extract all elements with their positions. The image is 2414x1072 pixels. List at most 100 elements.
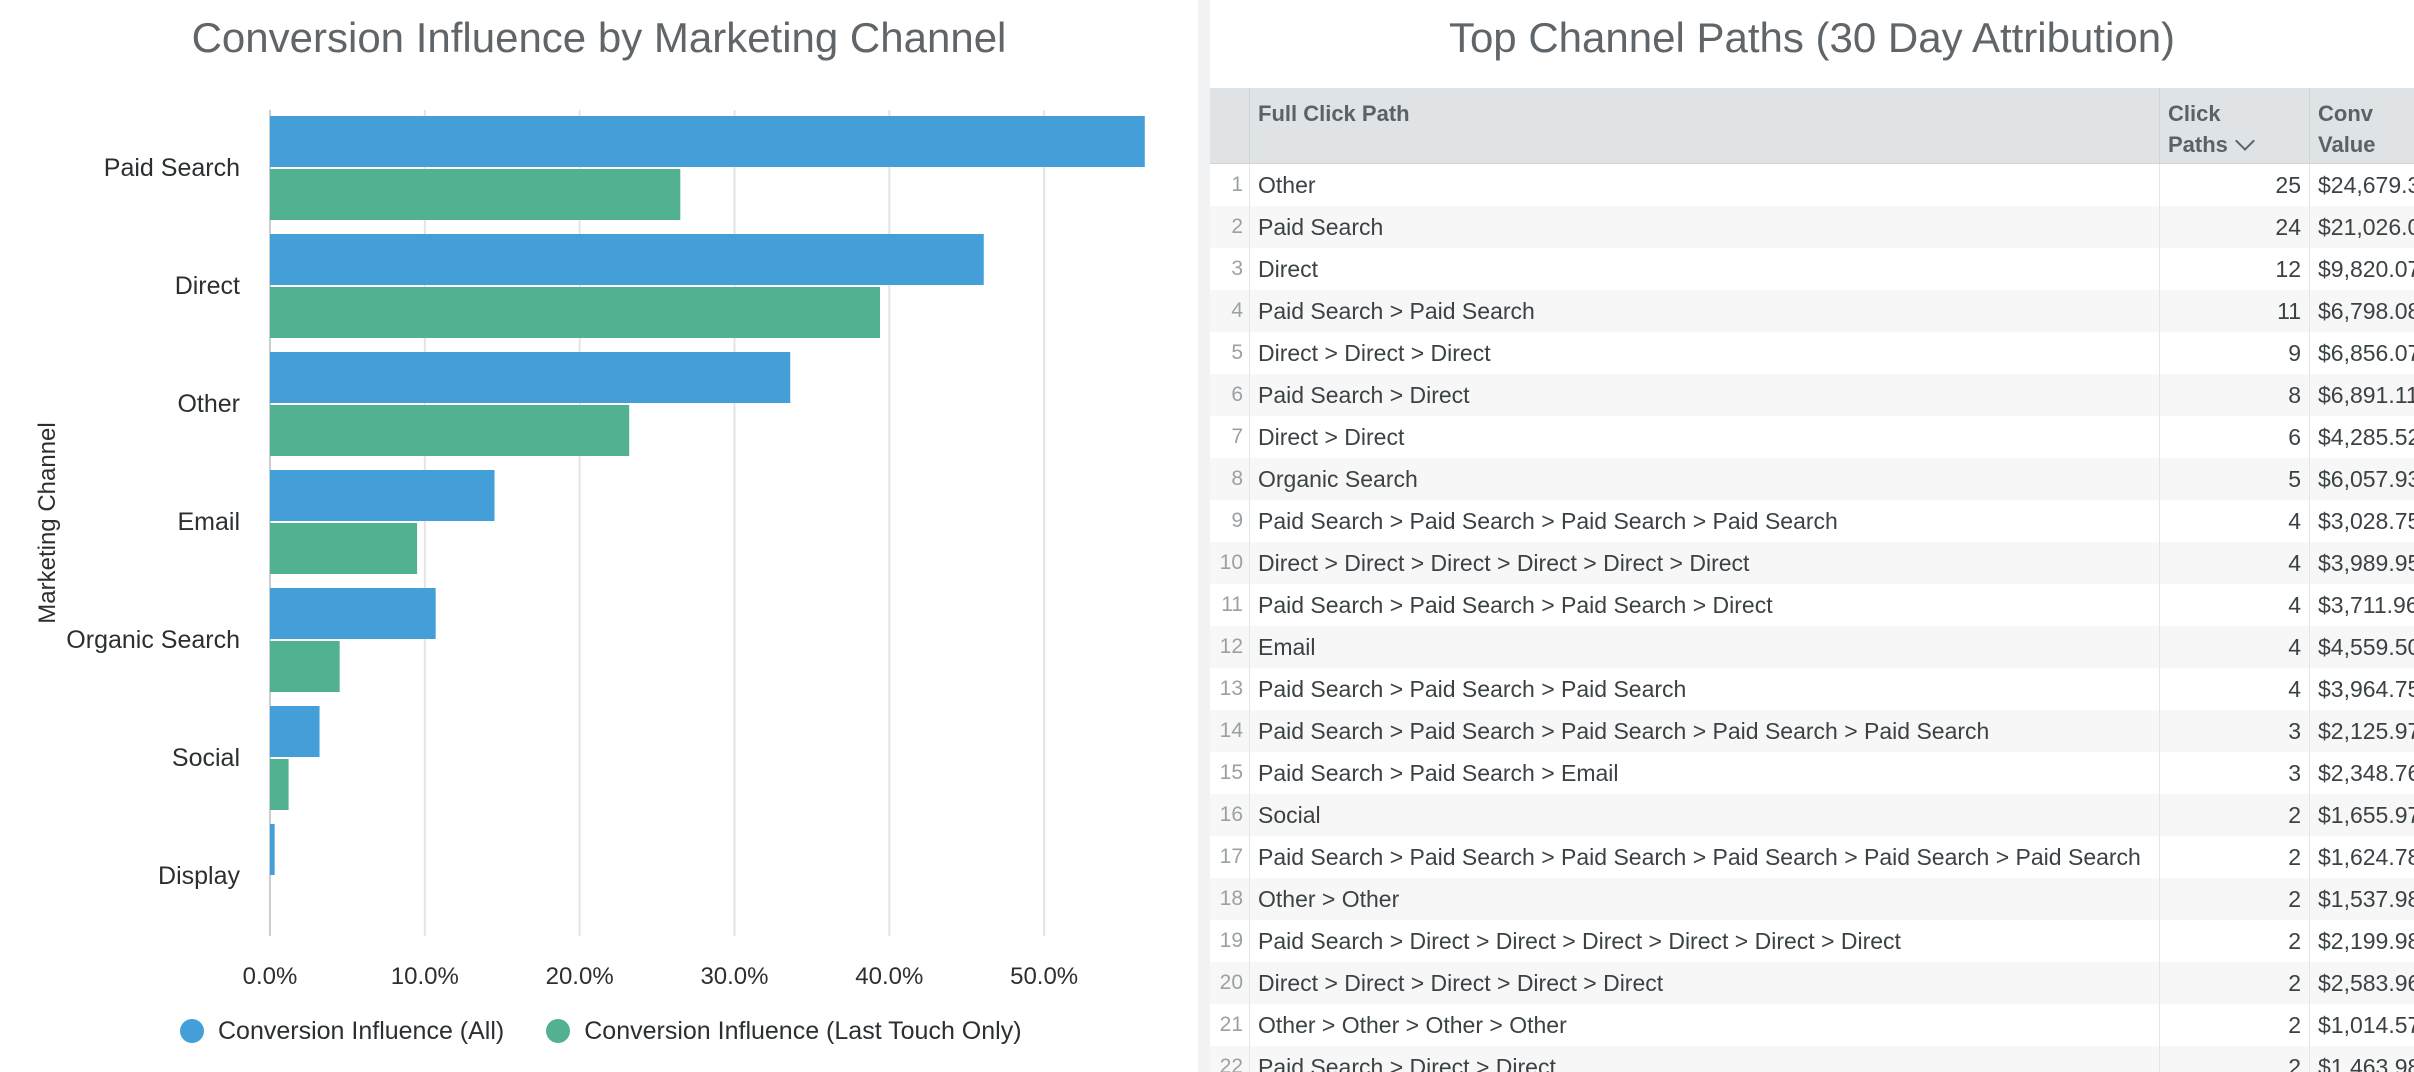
bar-display-series-0[interactable]	[270, 824, 275, 875]
cell-click-paths: 11	[2160, 290, 2310, 332]
cell-conv-value: $3,989.95	[2318, 550, 2414, 576]
cell-click-paths: 4	[2160, 626, 2310, 668]
cell-conv-value: $6,798.08	[2318, 298, 2414, 324]
table-row[interactable]: 10 Direct > Direct > Direct > Direct > Di…	[1210, 542, 2414, 584]
row-index: 1	[1210, 164, 1250, 206]
bar-paid-search-series-0[interactable]	[270, 116, 1145, 167]
cell-click-path: Paid Search > Direct > Direct > Direct >…	[1250, 920, 2160, 962]
chart-legend: Conversion Influence (All) Conversion In…	[180, 1014, 1064, 1048]
bar-chart[interactable]: 0.0% 10.0% 20.0% 30.0% 40.0% 50.0% Paid Search…	[0, 0, 1198, 1000]
bar-social-series-1[interactable]	[270, 759, 289, 810]
table-row[interactable]: 16 Social 2 $1,655.97	[1210, 794, 2414, 836]
row-index: 21	[1210, 1004, 1250, 1046]
category-label: Other	[177, 390, 240, 418]
chevron-down-icon[interactable]	[2235, 131, 2255, 151]
cell-conv-value: $1,463.98	[2318, 1054, 2414, 1072]
bar-organic-search-series-0[interactable]	[270, 588, 436, 639]
row-index: 22	[1210, 1046, 1250, 1072]
table-row[interactable]: 19 Paid Search > Direct > Direct > Direct…	[1210, 920, 2414, 962]
cell-conv-value: $9,820.07	[2318, 256, 2414, 282]
row-index: 8	[1210, 458, 1250, 500]
table-row[interactable]: 5 Direct > Direct > Direct 9 $6,856.07	[1210, 332, 2414, 374]
x-tick-label: 0.0%	[243, 963, 298, 990]
bar-direct-series-0[interactable]	[270, 234, 984, 285]
cell-click-paths: 8	[2160, 374, 2310, 416]
cell-click-paths: 12	[2160, 248, 2310, 290]
category-label: Social	[172, 744, 240, 772]
header-index	[1210, 88, 1250, 163]
bar-email-series-1[interactable]	[270, 523, 418, 574]
table-row[interactable]: 20 Direct > Direct > Direct > Direct > Di…	[1210, 962, 2414, 1004]
table-row[interactable]: 14 Paid Search > Paid Search > Paid Searc…	[1210, 710, 2414, 752]
category-label: Email	[177, 508, 240, 536]
table-row[interactable]: 3 Direct 12 $9,820.07	[1210, 248, 2414, 290]
x-tick-label: 30.0%	[700, 963, 768, 990]
cell-click-path: Direct > Direct > Direct > Direct > Dire…	[1250, 542, 2160, 584]
table-row[interactable]: 6 Paid Search > Direct 8 $6,891.11	[1210, 374, 2414, 416]
cell-conv-value: $2,199.98	[2318, 928, 2414, 954]
bar-direct-series-1[interactable]	[270, 287, 881, 338]
cell-click-paths: 2	[2160, 836, 2310, 878]
row-index: 9	[1210, 500, 1250, 542]
legend-item-all[interactable]: Conversion Influence (All)	[180, 1017, 504, 1046]
x-tick-label: 50.0%	[1010, 963, 1078, 990]
cell-click-paths: 2	[2160, 1004, 2310, 1046]
bar-social-series-0[interactable]	[270, 706, 320, 757]
table-row[interactable]: 11 Paid Search > Paid Search > Paid Searc…	[1210, 584, 2414, 626]
cell-click-paths: 5	[2160, 458, 2310, 500]
table-row[interactable]: 17 Paid Search > Paid Search > Paid Searc…	[1210, 836, 2414, 878]
cell-click-path: Paid Search > Paid Search	[1250, 290, 2160, 332]
chart-tile: Conversion Influence by Marketing Channe…	[0, 0, 1198, 1072]
row-index: 12	[1210, 626, 1250, 668]
table-title: Top Channel Paths (30 Day Attribution)	[1448, 14, 2176, 61]
table-row[interactable]: 22 Paid Search > Direct > Direct 2 $1,463.9…	[1210, 1046, 2414, 1072]
legend-item-last-touch[interactable]: Conversion Influence (Last Touch Only)	[546, 1017, 1022, 1046]
row-index: 2	[1210, 206, 1250, 248]
cell-conv-value: $2,348.76	[2318, 760, 2414, 786]
table-row[interactable]: 13 Paid Search > Paid Search > Paid Searc…	[1210, 668, 2414, 710]
bar-organic-search-series-1[interactable]	[270, 641, 340, 692]
table-row[interactable]: 9 Paid Search > Paid Search > Paid Search…	[1210, 500, 2414, 542]
table-row[interactable]: 18 Other > Other 2 $1,537.98	[1210, 878, 2414, 920]
table-row[interactable]: 8 Organic Search 5 $6,057.93	[1210, 458, 2414, 500]
bar-paid-search-series-1[interactable]	[270, 169, 681, 220]
cell-click-paths: 4	[2160, 668, 2310, 710]
table-row[interactable]: 15 Paid Search > Paid Search > Email 3 $2,3…	[1210, 752, 2414, 794]
bar-other-series-0[interactable]	[270, 352, 791, 403]
cell-conv-value: $2,125.97	[2318, 718, 2414, 744]
table-tile: Top Channel Paths (30 Day Attribution) F…	[1210, 0, 2414, 1072]
table-row[interactable]: 12 Email 4 $4,559.50	[1210, 626, 2414, 668]
y-axis-title: Marketing Channel	[34, 422, 61, 623]
table-row[interactable]: 4 Paid Search > Paid Search 11 $6,798.08	[1210, 290, 2414, 332]
table-row[interactable]: 7 Direct > Direct 6 $4,285.52	[1210, 416, 2414, 458]
cell-click-paths: 2	[2160, 920, 2310, 962]
row-index: 19	[1210, 920, 1250, 962]
legend-dot-icon	[546, 1019, 571, 1043]
bar-email-series-0[interactable]	[270, 470, 495, 521]
header-click-paths[interactable]: Click Paths	[2160, 88, 2310, 163]
cell-click-path: Other	[1250, 164, 2160, 206]
cell-conv-value: $21,026.09	[2318, 214, 2414, 240]
cell-click-paths: 3	[2160, 752, 2310, 794]
cell-conv-value: $2,583.96	[2318, 970, 2414, 996]
cell-click-paths: 2	[2160, 1046, 2310, 1072]
cell-conv-value: $6,057.93	[2318, 466, 2414, 492]
row-index: 4	[1210, 290, 1250, 332]
header-full-click-path[interactable]: Full Click Path	[1250, 88, 2160, 163]
table-row[interactable]: 21 Other > Other > Other > Other 2 $1,014.5…	[1210, 1004, 2414, 1046]
cell-click-path: Paid Search	[1250, 206, 2160, 248]
cell-click-path: Direct > Direct	[1250, 416, 2160, 458]
bar-other-series-1[interactable]	[270, 405, 630, 456]
cell-click-paths: 4	[2160, 500, 2310, 542]
cell-click-paths: 2	[2160, 878, 2310, 920]
cell-click-paths: 2	[2160, 962, 2310, 1004]
row-index: 11	[1210, 584, 1250, 626]
header-conv-value[interactable]: Conv Value	[2318, 101, 2376, 157]
row-index: 7	[1210, 416, 1250, 458]
row-index: 18	[1210, 878, 1250, 920]
cell-click-paths: 2	[2160, 794, 2310, 836]
row-index: 3	[1210, 248, 1250, 290]
cell-click-path: Paid Search > Paid Search > Paid Search …	[1250, 710, 2160, 752]
